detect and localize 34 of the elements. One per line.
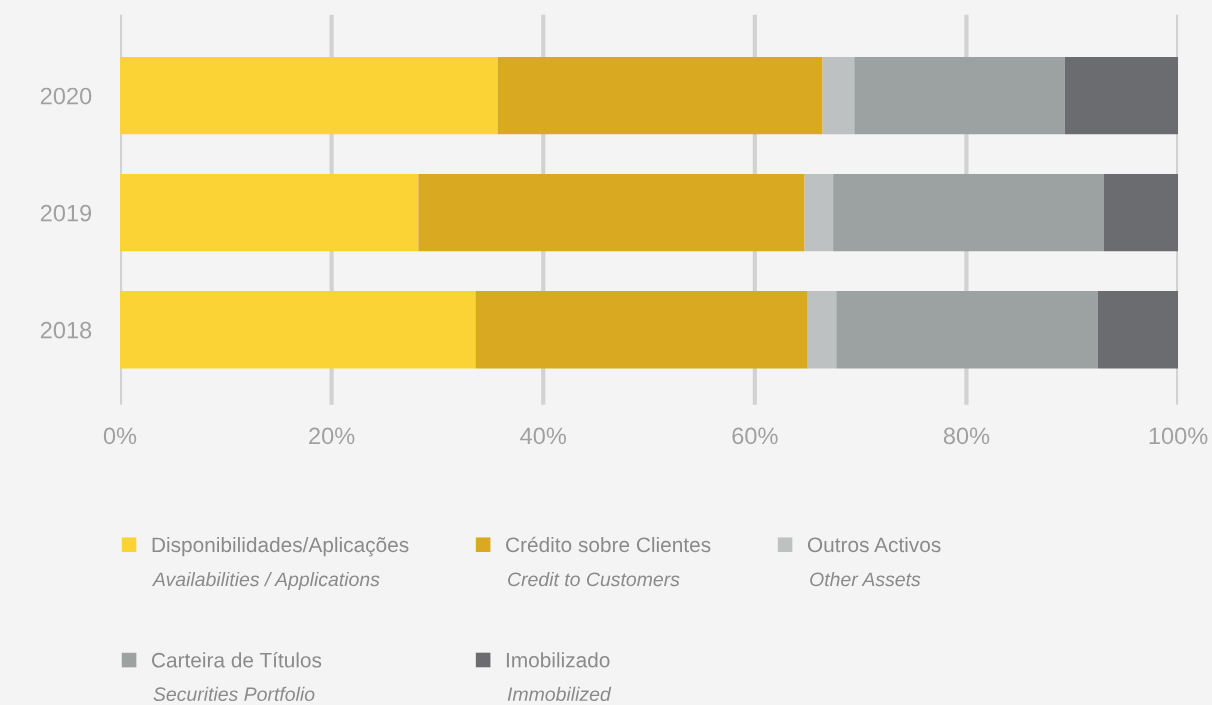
x-tick-label: 100%	[1149, 427, 1208, 445]
bar	[119, 291, 476, 369]
legend-label: Outros Activos	[807, 536, 941, 553]
x-tick-label: 80%	[943, 427, 990, 445]
bar	[418, 174, 805, 252]
bar	[119, 56, 498, 135]
text: Immobilized	[507, 686, 612, 702]
legend-label: Carteira de Títulos	[151, 652, 322, 668]
legend-label: Crédito sobre Clientes	[506, 536, 711, 553]
y-tick-label: 2020	[40, 87, 92, 105]
bar	[836, 291, 1098, 369]
bar	[1104, 174, 1179, 252]
bar	[497, 56, 823, 135]
bar	[822, 56, 855, 135]
text: Other Assets	[810, 571, 921, 587]
text: Securities Portfolio	[153, 686, 315, 702]
x-tick-label: 0%	[103, 427, 137, 445]
bar	[1097, 291, 1179, 369]
bar	[807, 291, 837, 369]
bar	[804, 174, 834, 252]
x-tick-label: 20%	[309, 427, 355, 445]
text: Availabilities / Applications	[151, 571, 380, 591]
bar	[854, 56, 1065, 135]
bar	[119, 174, 419, 252]
legend-label: Disponibilidades/Aplicações	[152, 536, 409, 557]
y-tick-label: 2018	[40, 321, 92, 339]
bar	[475, 291, 808, 369]
y-tick-label: 2019	[40, 204, 92, 222]
x-tick-label: 60%	[732, 427, 778, 445]
bar	[1064, 56, 1179, 135]
x-tick-label: 40%	[520, 427, 567, 445]
bar	[833, 174, 1104, 252]
legend-label: Imobilizado	[506, 652, 610, 668]
text: Credit to Customers	[508, 571, 680, 587]
